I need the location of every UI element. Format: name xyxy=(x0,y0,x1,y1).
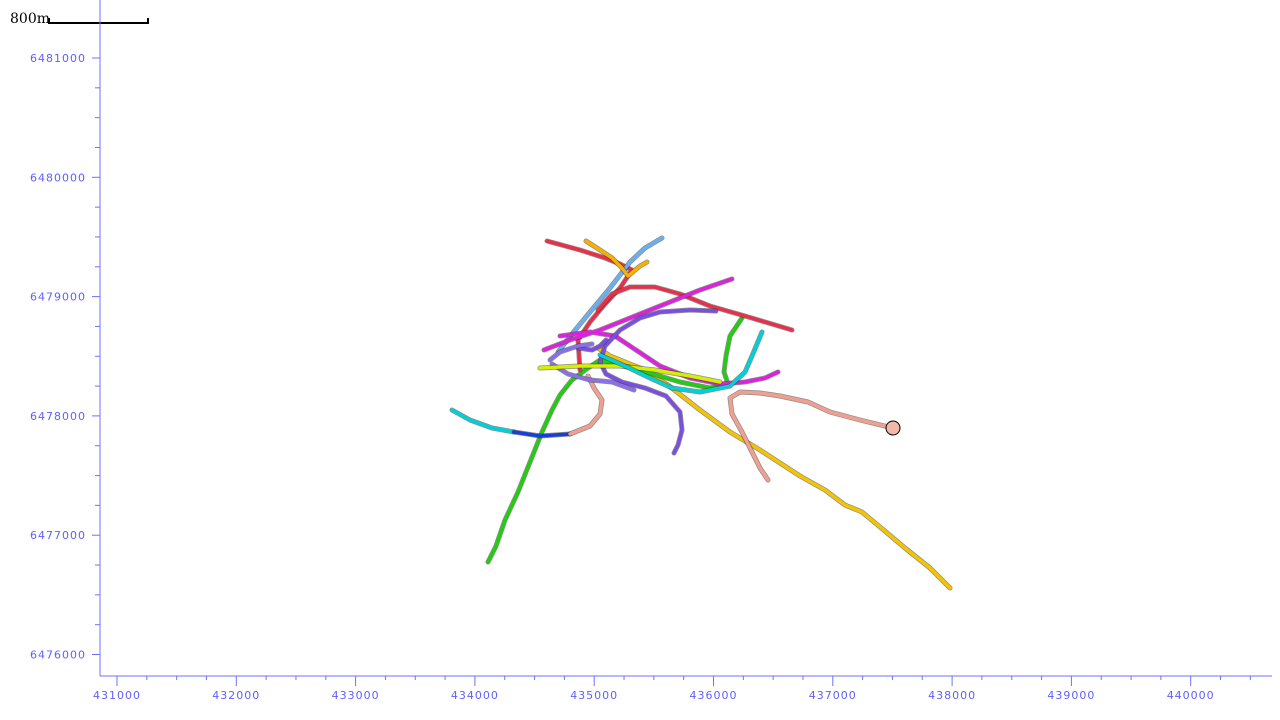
track-cyan[interactable] xyxy=(450,408,516,434)
y-axis: 6481000 6480000 6479000 6478000 6477000 64760… xyxy=(30,0,101,676)
track-salmon-outline xyxy=(567,373,896,483)
x-axis-tick-label: 436000 xyxy=(690,689,738,702)
x-axis-tick-label: 440000 xyxy=(1167,689,1215,702)
track-lavender[interactable] xyxy=(548,342,636,392)
y-axis-tick-label: 6480000 xyxy=(30,171,86,184)
track-red-long[interactable] xyxy=(596,285,794,332)
track-salmon[interactable] xyxy=(568,374,895,482)
x-axis: 431000 432000 433000 434000 435000 436000 4370… xyxy=(93,675,1272,702)
track-purple-upper[interactable] xyxy=(598,308,718,455)
track-yellow-main[interactable] xyxy=(596,346,952,590)
y-axis-tick-label: 6478000 xyxy=(30,410,86,423)
track-green[interactable] xyxy=(486,316,744,564)
y-axis-tick-label: 6477000 xyxy=(30,529,86,542)
x-axis-tick-label: 434000 xyxy=(451,689,499,702)
track-green-outline xyxy=(485,315,745,565)
scale-bar-label: 800m xyxy=(10,11,50,27)
track-orange-top[interactable] xyxy=(584,239,649,278)
x-axis-tick-label: 431000 xyxy=(93,689,141,702)
x-axis-tick-label: 439000 xyxy=(1047,689,1095,702)
track-blue[interactable] xyxy=(512,430,572,438)
track-layer xyxy=(449,235,953,591)
x-axis-tick-label: 437000 xyxy=(809,689,857,702)
x-axis-tick-label: 435000 xyxy=(570,689,618,702)
track-yellow-main-outline xyxy=(595,345,953,591)
y-axis-tick-label: 6476000 xyxy=(30,649,86,662)
x-axis-tick-label: 432000 xyxy=(212,689,260,702)
x-axis-tick-label: 433000 xyxy=(332,689,380,702)
y-axis-tick-label: 6481000 xyxy=(30,52,86,65)
y-axis-tick-label: 6479000 xyxy=(30,291,86,304)
scale-bar: 800m xyxy=(10,11,149,27)
track-cyan-east[interactable] xyxy=(598,330,764,394)
track-lime[interactable] xyxy=(538,364,722,384)
track-end-marker[interactable] xyxy=(885,420,901,436)
track-purple-lower[interactable] xyxy=(576,338,608,352)
scale-bar-line xyxy=(48,18,149,24)
x-axis-tick-label: 438000 xyxy=(928,689,976,702)
